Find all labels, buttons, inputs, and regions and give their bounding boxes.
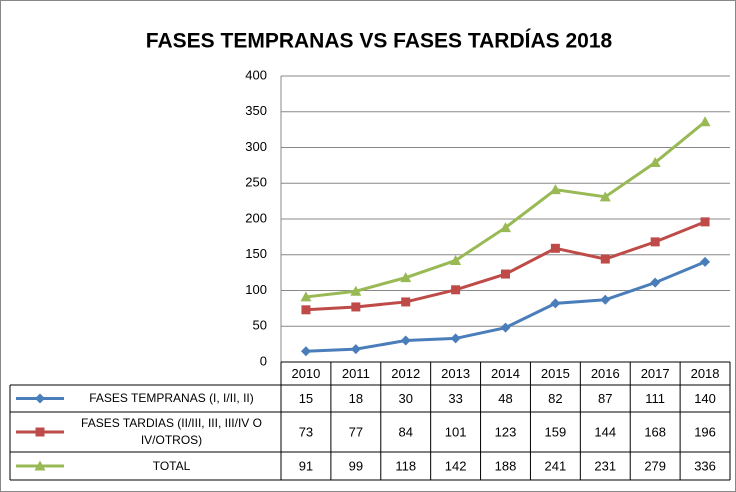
table-cell: 231 <box>594 458 616 473</box>
table-cell: 279 <box>644 458 666 473</box>
table-cell: 140 <box>694 391 716 406</box>
data-point <box>649 157 661 168</box>
table-cell: 82 <box>548 391 562 406</box>
y-tick-label: 350 <box>245 103 267 118</box>
y-tick-label: 400 <box>245 67 267 82</box>
data-point <box>300 291 312 302</box>
data-point <box>700 256 711 267</box>
data-point <box>550 298 561 309</box>
x-tick-label: 2013 <box>441 366 470 381</box>
y-tick-label: 250 <box>245 175 267 190</box>
data-point <box>650 277 661 288</box>
table-cell: 188 <box>495 458 517 473</box>
data-point <box>600 294 611 305</box>
table-cell: 99 <box>349 458 363 473</box>
data-point <box>400 335 411 346</box>
data-point <box>501 269 510 279</box>
x-tick-label: 2010 <box>291 366 320 381</box>
table-cell: 336 <box>694 458 716 473</box>
table-cell: 159 <box>545 424 567 439</box>
data-point <box>700 217 710 227</box>
legend-label-box: TOTAL <box>152 458 191 473</box>
legend-label: FASES TEMPRANAS (I, I/II, II) <box>89 391 254 405</box>
legend-label-box: FASES TARDIAS (II/III, III, III/IV O IV/… <box>81 416 262 447</box>
legend-marker <box>35 427 45 437</box>
x-tick-label: 2018 <box>691 366 720 381</box>
y-tick-label: 300 <box>245 139 267 154</box>
data-point <box>699 116 711 127</box>
table-cell: 33 <box>448 391 462 406</box>
data-point <box>451 285 461 295</box>
chart-title: FASES TEMPRANAS VS FASES TARDÍAS 2018 <box>146 30 613 53</box>
data-point <box>351 302 361 312</box>
y-tick-label: 200 <box>245 210 267 225</box>
y-tick-label: 50 <box>253 318 267 333</box>
table-cell: 87 <box>598 391 612 406</box>
table-cell: 118 <box>395 458 416 473</box>
table-cell: 123 <box>495 424 517 439</box>
legend-label-box: FASES TEMPRANAS (I, I/II, II) <box>89 391 254 405</box>
data-point <box>350 344 361 355</box>
legend-marker <box>34 460 46 471</box>
table-cell: 91 <box>299 458 313 473</box>
data-point <box>500 222 511 233</box>
table-cell: 111 <box>645 391 665 406</box>
table-cell: 18 <box>349 391 363 406</box>
x-tick-label: 2011 <box>342 366 370 381</box>
table-cell: 196 <box>694 424 716 439</box>
table-cell: 101 <box>445 424 467 439</box>
data-point <box>300 346 311 357</box>
legend-marker <box>35 393 45 404</box>
data-point <box>600 254 610 264</box>
table-cell: 142 <box>445 458 467 473</box>
y-tick-label: 0 <box>260 353 267 368</box>
table-cell: 84 <box>398 424 412 439</box>
data-point <box>401 297 411 307</box>
table-cell: 30 <box>398 391 412 406</box>
data-point <box>450 333 461 344</box>
data-point <box>450 254 462 265</box>
legend-label: FASES TARDIAS (II/III, III, III/IV O IV/… <box>81 416 262 447</box>
data-point <box>400 272 412 283</box>
table-cell: 77 <box>349 424 363 439</box>
x-tick-label: 2012 <box>391 366 420 381</box>
data-point <box>549 184 561 195</box>
table-cell: 241 <box>545 458 567 473</box>
data-point <box>599 191 611 202</box>
table-cell: 168 <box>644 424 666 439</box>
x-tick-label: 2016 <box>591 366 620 381</box>
legend-label: TOTAL <box>152 458 191 473</box>
data-point <box>500 322 511 333</box>
x-tick-label: 2015 <box>541 366 570 381</box>
data-point <box>301 305 311 315</box>
y-tick-label: 100 <box>245 282 267 297</box>
table-cell: 144 <box>594 424 616 439</box>
data-point <box>350 285 362 296</box>
table-cell: 73 <box>299 424 313 439</box>
x-tick-label: 2014 <box>491 366 520 381</box>
data-point <box>550 243 560 253</box>
x-tick-label: 2017 <box>641 366 670 381</box>
table-cell: 15 <box>299 391 313 406</box>
data-point <box>650 237 660 247</box>
table-cell: 48 <box>498 391 512 406</box>
y-tick-label: 150 <box>245 246 267 261</box>
